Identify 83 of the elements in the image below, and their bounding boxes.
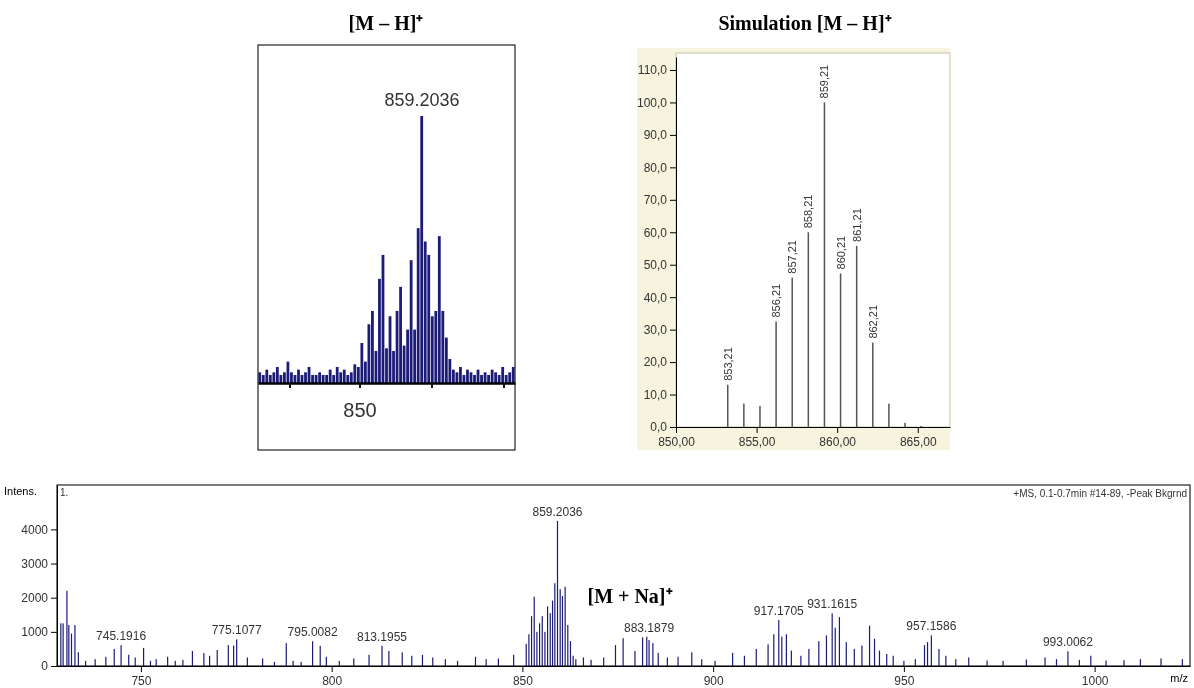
y-tick-label: 4000 [21,522,49,537]
y-tick-label: 20,0 [643,355,668,370]
annotation: 856,21 [770,283,783,318]
annotation: [M + Na]⁺ [587,585,673,607]
y-tick-label: 50,0 [643,258,668,273]
bar [409,260,413,383]
y-tick-label: 90,0 [643,128,668,143]
bar [353,364,357,383]
annotation: +MS, 0.1-0.7min #14-89, -Peak Bkgrnd [1013,488,1187,499]
bar [268,374,272,383]
y-axis-title: Intens. [3,485,37,497]
bar [480,374,483,383]
bar [360,342,364,383]
bar [511,366,515,383]
bar [487,374,490,383]
bar [261,374,265,383]
annotation: 957.1586 [906,619,957,634]
x-axis-title: m/z [1170,672,1188,684]
y-tick-label: 3000 [21,556,49,571]
annotation: 775.1077 [211,623,263,638]
x-tick-label: 850,00 [658,434,696,449]
x-tick-label: 860,00 [819,434,857,449]
y-tick-label: 10,0 [643,387,668,402]
y-tick-label: 0,0 [650,420,668,435]
text: 850 [343,399,377,421]
bar [466,369,469,383]
y-tick-label: 1000 [21,625,49,640]
bar [437,236,441,383]
y-tick-label: 30,0 [643,322,668,337]
annotation: 931.1615 [807,597,858,612]
x-tick-label: 865,00 [899,434,937,449]
annotation: 917.1705 [753,603,805,618]
y-tick-label: 110,0 [637,63,668,78]
bar [335,366,339,383]
text: 859.2036 [384,90,460,110]
x-tick-label: 1000 [1081,673,1109,688]
annotation: 858,21 [802,194,815,229]
annotation: 745.1916 [96,629,147,644]
bar [325,374,329,383]
x-tick-label: 850 [512,673,534,688]
bar [321,374,325,383]
bar [399,286,402,383]
annotation: 862,21 [866,304,879,339]
bar [473,374,476,383]
bar [318,372,322,383]
bar [420,116,424,383]
bar [275,366,279,383]
x-tick-label: 750 [131,673,152,688]
x-tick-label: 800 [322,673,343,688]
chart-title: [M – H]⁺ [348,12,424,34]
bar [342,369,346,383]
annotation: 860,21 [834,235,847,270]
y-tick-label: 60,0 [643,225,668,240]
y-tick-label: 2000 [21,591,49,606]
annotation: 857,21 [786,240,799,274]
bar [265,369,269,383]
bar [346,374,350,383]
y-tick-label: 40,0 [643,290,668,305]
annotation: 795.0082 [287,625,338,640]
annotation: 861,21 [850,208,863,242]
annotation: 859.2036 [532,504,583,519]
annotation: 853,21 [721,347,734,381]
annotation: 859,21 [818,64,831,99]
bar [459,366,462,383]
bar [328,369,332,383]
x-tick-label: 950 [894,673,915,688]
bar [371,310,374,383]
annotation: 813.1955 [356,629,408,644]
x-tick-label: 900 [703,673,724,688]
y-tick-label: 80,0 [643,160,668,175]
annotation: 993.0062 [1042,635,1094,650]
annotation: 883.1879 [624,620,675,635]
bar [490,369,494,383]
y-tick-label: 0 [41,659,49,674]
chart-title: Simulation [M – H]⁺ [718,12,892,34]
y-tick-label: 100,0 [636,95,668,110]
bar [501,366,505,383]
bar [494,372,498,383]
annotation: 1. [60,487,69,498]
bar [258,372,262,383]
y-tick-label: 70,0 [643,193,668,208]
x-tick-label: 855,00 [738,434,776,449]
bar [297,369,300,383]
